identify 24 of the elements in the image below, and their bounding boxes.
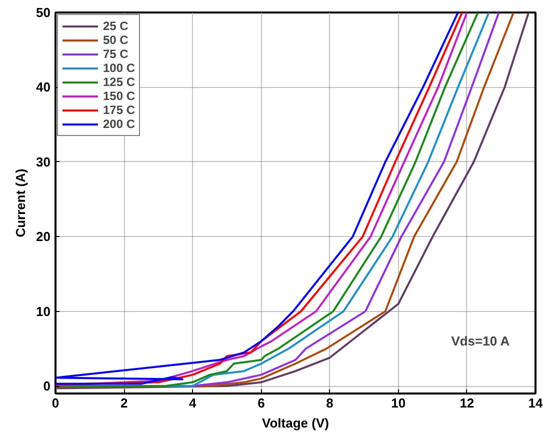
y-tick-label: 40 (36, 80, 51, 95)
x-tick-label: 2 (120, 396, 128, 410)
x-axis-title: Voltage (V) (262, 416, 329, 430)
x-tick-label: 12 (460, 396, 474, 410)
legend-label: 50 C (103, 33, 128, 47)
y-axis-title: Current (A) (13, 168, 28, 238)
legend-label: 175 C (103, 103, 136, 117)
x-tick-label: 6 (258, 396, 265, 410)
legend-label: 150 C (103, 89, 136, 103)
y-tick-label: 50 (36, 5, 51, 20)
x-tick-label: 10 (391, 396, 406, 410)
legend-label: 75 C (103, 47, 128, 61)
legend-label: 100 C (103, 61, 136, 75)
y-tick-label: 0 (43, 378, 51, 394)
y-tick-label: 10 (36, 304, 51, 319)
annotation: Vds=10 A (451, 334, 510, 349)
legend-label: 125 C (103, 75, 136, 89)
legend-label: 25 C (103, 19, 128, 33)
y-tick-label: 20 (36, 229, 51, 244)
x-tick-label: 8 (326, 396, 334, 410)
y-tick-label: 30 (36, 154, 51, 170)
x-tick-label: 14 (528, 396, 544, 410)
x-tick-label: 4 (189, 396, 198, 410)
legend-label: 200 C (103, 117, 136, 131)
